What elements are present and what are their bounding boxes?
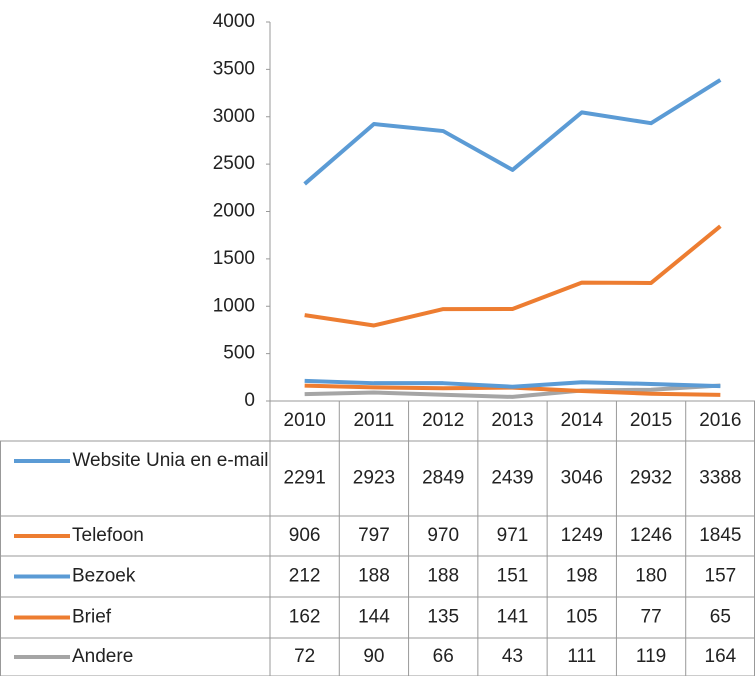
- table-value: 188: [427, 566, 459, 587]
- legend-label: Bezoek: [72, 566, 136, 587]
- table-value: 135: [427, 607, 459, 628]
- table-value: 198: [566, 566, 598, 587]
- table-value: 3046: [561, 468, 603, 489]
- table-value: 970: [427, 525, 459, 546]
- table-value: 105: [566, 607, 598, 628]
- series-line: [303, 78, 722, 186]
- table-value: 2291: [284, 468, 326, 489]
- table-value: 157: [705, 566, 737, 587]
- y-tick-label: 1000: [213, 295, 255, 316]
- x-tick-label: 2015: [630, 410, 672, 431]
- table-value: 151: [497, 566, 529, 587]
- table-value: 77: [641, 607, 662, 628]
- legend-label: Andere: [72, 646, 133, 667]
- table-value: 1246: [630, 525, 672, 546]
- x-tick-label: 2013: [491, 410, 533, 431]
- y-tick-label: 2000: [213, 201, 255, 222]
- table-value: 1845: [699, 525, 741, 546]
- legend-label: Telefoon: [72, 525, 144, 546]
- table-value: 3388: [699, 468, 741, 489]
- y-tick-label: 500: [223, 343, 255, 364]
- table-value: 212: [289, 566, 321, 587]
- table-value: 141: [497, 607, 529, 628]
- table-value: 188: [358, 566, 390, 587]
- table-value: 1249: [561, 525, 603, 546]
- table-value: 162: [289, 607, 321, 628]
- table-value: 144: [358, 607, 390, 628]
- x-tick-label: 2010: [284, 410, 326, 431]
- table-value: 66: [433, 646, 454, 667]
- series-line: [304, 383, 721, 399]
- table-value: 2923: [353, 468, 395, 489]
- y-tick-label: 3000: [213, 106, 255, 127]
- y-tick-label: 2500: [213, 153, 255, 174]
- series-line: [304, 224, 722, 328]
- table-value: 797: [358, 525, 390, 546]
- table-value: 43: [502, 646, 523, 667]
- table-value: 180: [635, 566, 667, 587]
- y-tick-label: 0: [244, 390, 255, 411]
- table-value: 2932: [630, 468, 672, 489]
- y-tick-label: 1500: [213, 248, 255, 269]
- table-value: 971: [497, 525, 529, 546]
- table-value: 2849: [422, 468, 464, 489]
- table-value: 72: [294, 646, 315, 667]
- y-tick-label: 4000: [213, 11, 255, 32]
- table-value: 2439: [491, 468, 533, 489]
- x-tick-label: 2016: [699, 410, 741, 431]
- y-tick-label: 3500: [213, 58, 255, 79]
- series-line: [304, 378, 721, 389]
- table-value: 90: [363, 646, 384, 667]
- table-value: 119: [636, 646, 666, 667]
- legend-label-box: Website Unia en e-mail: [72, 450, 269, 471]
- table-value: 65: [710, 607, 731, 628]
- x-tick-label: 2014: [561, 410, 604, 431]
- legend-label: Brief: [72, 607, 112, 628]
- x-tick-label: 2012: [422, 410, 464, 431]
- legend-label: Website Unia en e-mail: [72, 450, 269, 471]
- x-tick-label: 2011: [353, 410, 394, 431]
- table-value: 111: [567, 646, 596, 667]
- table-value: 906: [289, 525, 321, 546]
- table-value: 164: [705, 646, 737, 667]
